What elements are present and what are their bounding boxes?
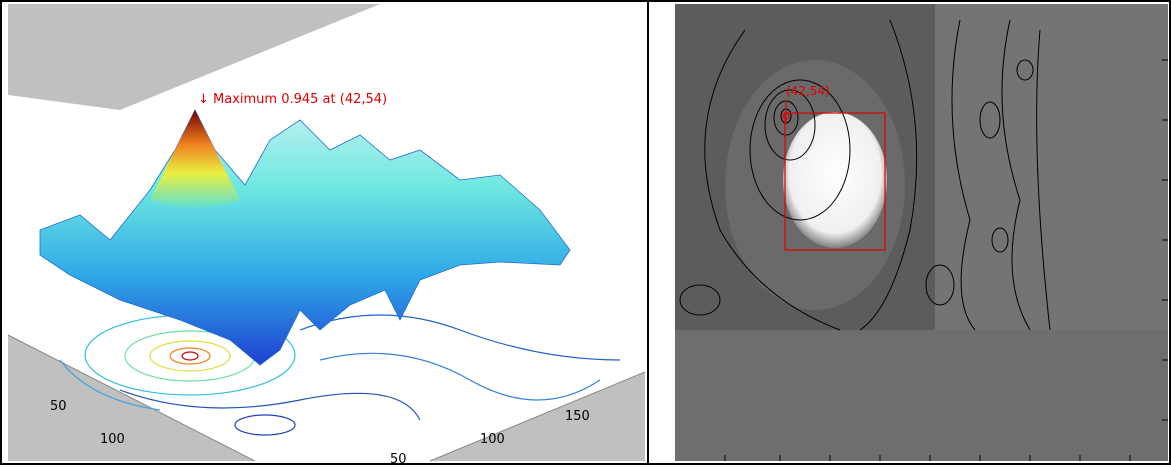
axis-tick-label: 50	[50, 399, 67, 414]
figure: ↓ Maximum 0.945 at (42,54) 50 100 150 10…	[0, 0, 1171, 465]
axis-tick-label: 100	[480, 432, 505, 447]
max-annotation: ↓ Maximum 0.945 at (42,54)	[198, 92, 387, 107]
max-location-label: (42,54)	[786, 84, 830, 98]
page: ↓ Maximum 0.945 at (42,54) 50 100 150 10…	[0, 0, 1171, 465]
axis-tick-label: 50	[390, 452, 407, 465]
axis-tick-label: 100	[100, 432, 125, 447]
surface-plot	[8, 4, 645, 461]
axis-tick-label: 150	[565, 409, 590, 424]
contour-image	[675, 4, 1168, 461]
